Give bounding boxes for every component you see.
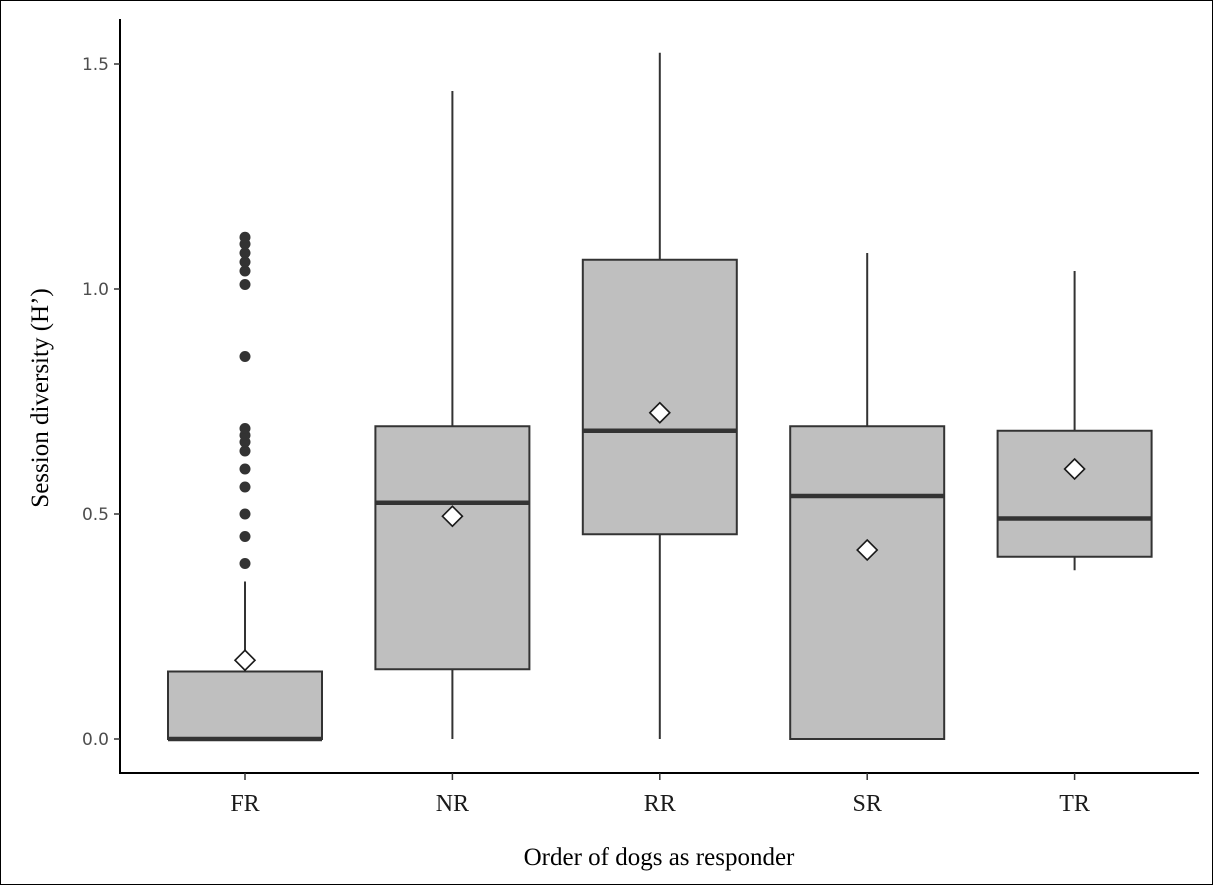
mean-marker [233,649,257,672]
x-axis-title: Order of dogs as responder [524,844,795,871]
mean-marker [648,401,671,424]
outlier-point [239,445,251,457]
y-tick-label: 1.5 [82,55,109,75]
x-tick-label: RR [644,791,676,817]
outlier-point [239,279,251,290]
outlier-point [239,247,251,259]
outlier-point [239,531,251,542]
mean-marker [1063,457,1086,481]
box-group-nr [374,91,531,739]
box-iqr [374,425,531,671]
y-axis-title: Session diversity (H’) [27,288,54,507]
ticks-layer: 0.0 0.5 1.0 1.5 FR NR RR SR TR [82,55,1090,817]
box-iqr [581,258,738,536]
box-iqr [167,670,323,740]
box-iqr [789,425,946,740]
outlier-point [239,265,251,277]
outlier-point [239,256,251,268]
box-iqr [996,429,1153,558]
y-tick-label: 0.0 [82,730,109,750]
outlier-point [239,423,251,434]
box-group-fr [167,231,323,742]
box-group-tr [996,271,1153,571]
mean-marker [441,505,464,528]
outlier-point [239,481,251,493]
outlier-point [239,463,251,475]
x-tick-label: FR [230,791,259,817]
x-tick-label: NR [436,791,469,817]
box-group-sr [789,253,946,740]
axes-layer [119,19,1199,774]
outlier-point [239,231,251,243]
y-tick-label: 0.5 [82,505,109,525]
mean-marker [856,538,879,562]
outlier-point [239,351,251,362]
x-tick-label: SR [853,791,882,817]
boxes-layer [167,52,1153,742]
x-tick-label: TR [1059,791,1090,817]
y-tick-label: 1.0 [82,280,109,300]
outlier-point [239,558,251,569]
box-group-rr [581,52,738,739]
outlier-point [239,508,251,520]
